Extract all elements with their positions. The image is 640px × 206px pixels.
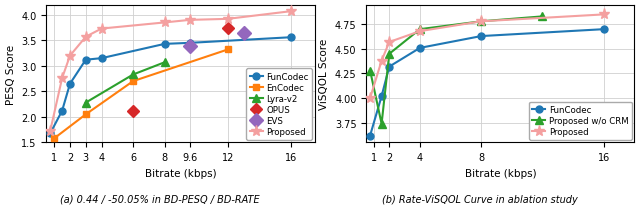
Proposed xyxy=(287,11,294,13)
Lyra-v2 xyxy=(82,102,90,104)
Proposed xyxy=(161,22,168,25)
FunCodec xyxy=(416,47,424,50)
EnCodec xyxy=(129,81,137,83)
FunCodec xyxy=(287,37,294,39)
FunCodec xyxy=(477,36,485,38)
FunCodec xyxy=(66,83,74,85)
Proposed xyxy=(186,20,194,22)
Proposed w/o CRM xyxy=(378,123,385,125)
Line: FunCodec: FunCodec xyxy=(367,27,607,139)
FunCodec xyxy=(600,29,607,31)
Line: FunCodec: FunCodec xyxy=(47,35,294,137)
Proposed xyxy=(366,97,374,100)
EVS xyxy=(239,32,247,35)
FunCodec xyxy=(58,110,66,112)
Proposed xyxy=(58,77,66,80)
X-axis label: Bitrate (kbps): Bitrate (kbps) xyxy=(145,168,216,178)
Proposed xyxy=(477,21,485,23)
EVS xyxy=(186,46,194,48)
Proposed xyxy=(224,19,232,21)
Proposed xyxy=(600,14,607,16)
Line: EVS: EVS xyxy=(185,29,248,52)
OPUS xyxy=(224,27,232,30)
Proposed xyxy=(385,42,393,44)
FunCodec xyxy=(186,42,194,45)
Y-axis label: PESQ Score: PESQ Score xyxy=(6,44,15,104)
Line: Proposed: Proposed xyxy=(365,10,609,104)
EnCodec xyxy=(224,49,232,52)
Lyra-v2 xyxy=(129,74,137,76)
FunCodec xyxy=(366,135,374,137)
Proposed w/o CRM xyxy=(385,53,393,56)
Line: OPUS: OPUS xyxy=(129,24,232,115)
Line: Proposed w/o CRM: Proposed w/o CRM xyxy=(366,13,547,128)
FunCodec xyxy=(98,58,106,60)
OPUS xyxy=(129,110,137,112)
FunCodec xyxy=(161,43,168,46)
Legend: FunCodec, EnCodec, Lyra-v2, OPUS, EVS, Proposed: FunCodec, EnCodec, Lyra-v2, OPUS, EVS, P… xyxy=(246,69,312,140)
Text: (b) Rate-ViSQOL Curve in ablation study: (b) Rate-ViSQOL Curve in ablation study xyxy=(382,194,578,204)
Proposed w/o CRM xyxy=(366,70,374,73)
X-axis label: Bitrate (kbps): Bitrate (kbps) xyxy=(465,168,536,178)
Proposed xyxy=(416,31,424,33)
Proposed w/o CRM xyxy=(416,29,424,31)
Lyra-v2 xyxy=(161,62,168,64)
Proposed xyxy=(47,130,54,132)
FunCodec xyxy=(378,95,385,98)
Y-axis label: ViSQOL Score: ViSQOL Score xyxy=(319,39,330,110)
Proposed xyxy=(378,60,385,63)
Proposed w/o CRM xyxy=(539,16,547,19)
Line: Proposed: Proposed xyxy=(45,7,296,137)
Proposed xyxy=(98,28,106,31)
Text: (a) 0.44 / -50.05% in BD-PESQ / BD-RATE: (a) 0.44 / -50.05% in BD-PESQ / BD-RATE xyxy=(60,194,260,204)
FunCodec xyxy=(385,66,393,68)
Proposed w/o CRM xyxy=(477,21,485,23)
FunCodec xyxy=(47,132,54,135)
Line: EnCodec: EnCodec xyxy=(51,47,231,142)
Legend: FunCodec, Proposed w/o CRM, Proposed: FunCodec, Proposed w/o CRM, Proposed xyxy=(529,102,632,140)
Proposed xyxy=(82,36,90,39)
Proposed xyxy=(66,55,74,57)
EnCodec xyxy=(51,137,58,140)
EnCodec xyxy=(82,114,90,116)
FunCodec xyxy=(82,59,90,62)
Line: Lyra-v2: Lyra-v2 xyxy=(82,59,169,107)
